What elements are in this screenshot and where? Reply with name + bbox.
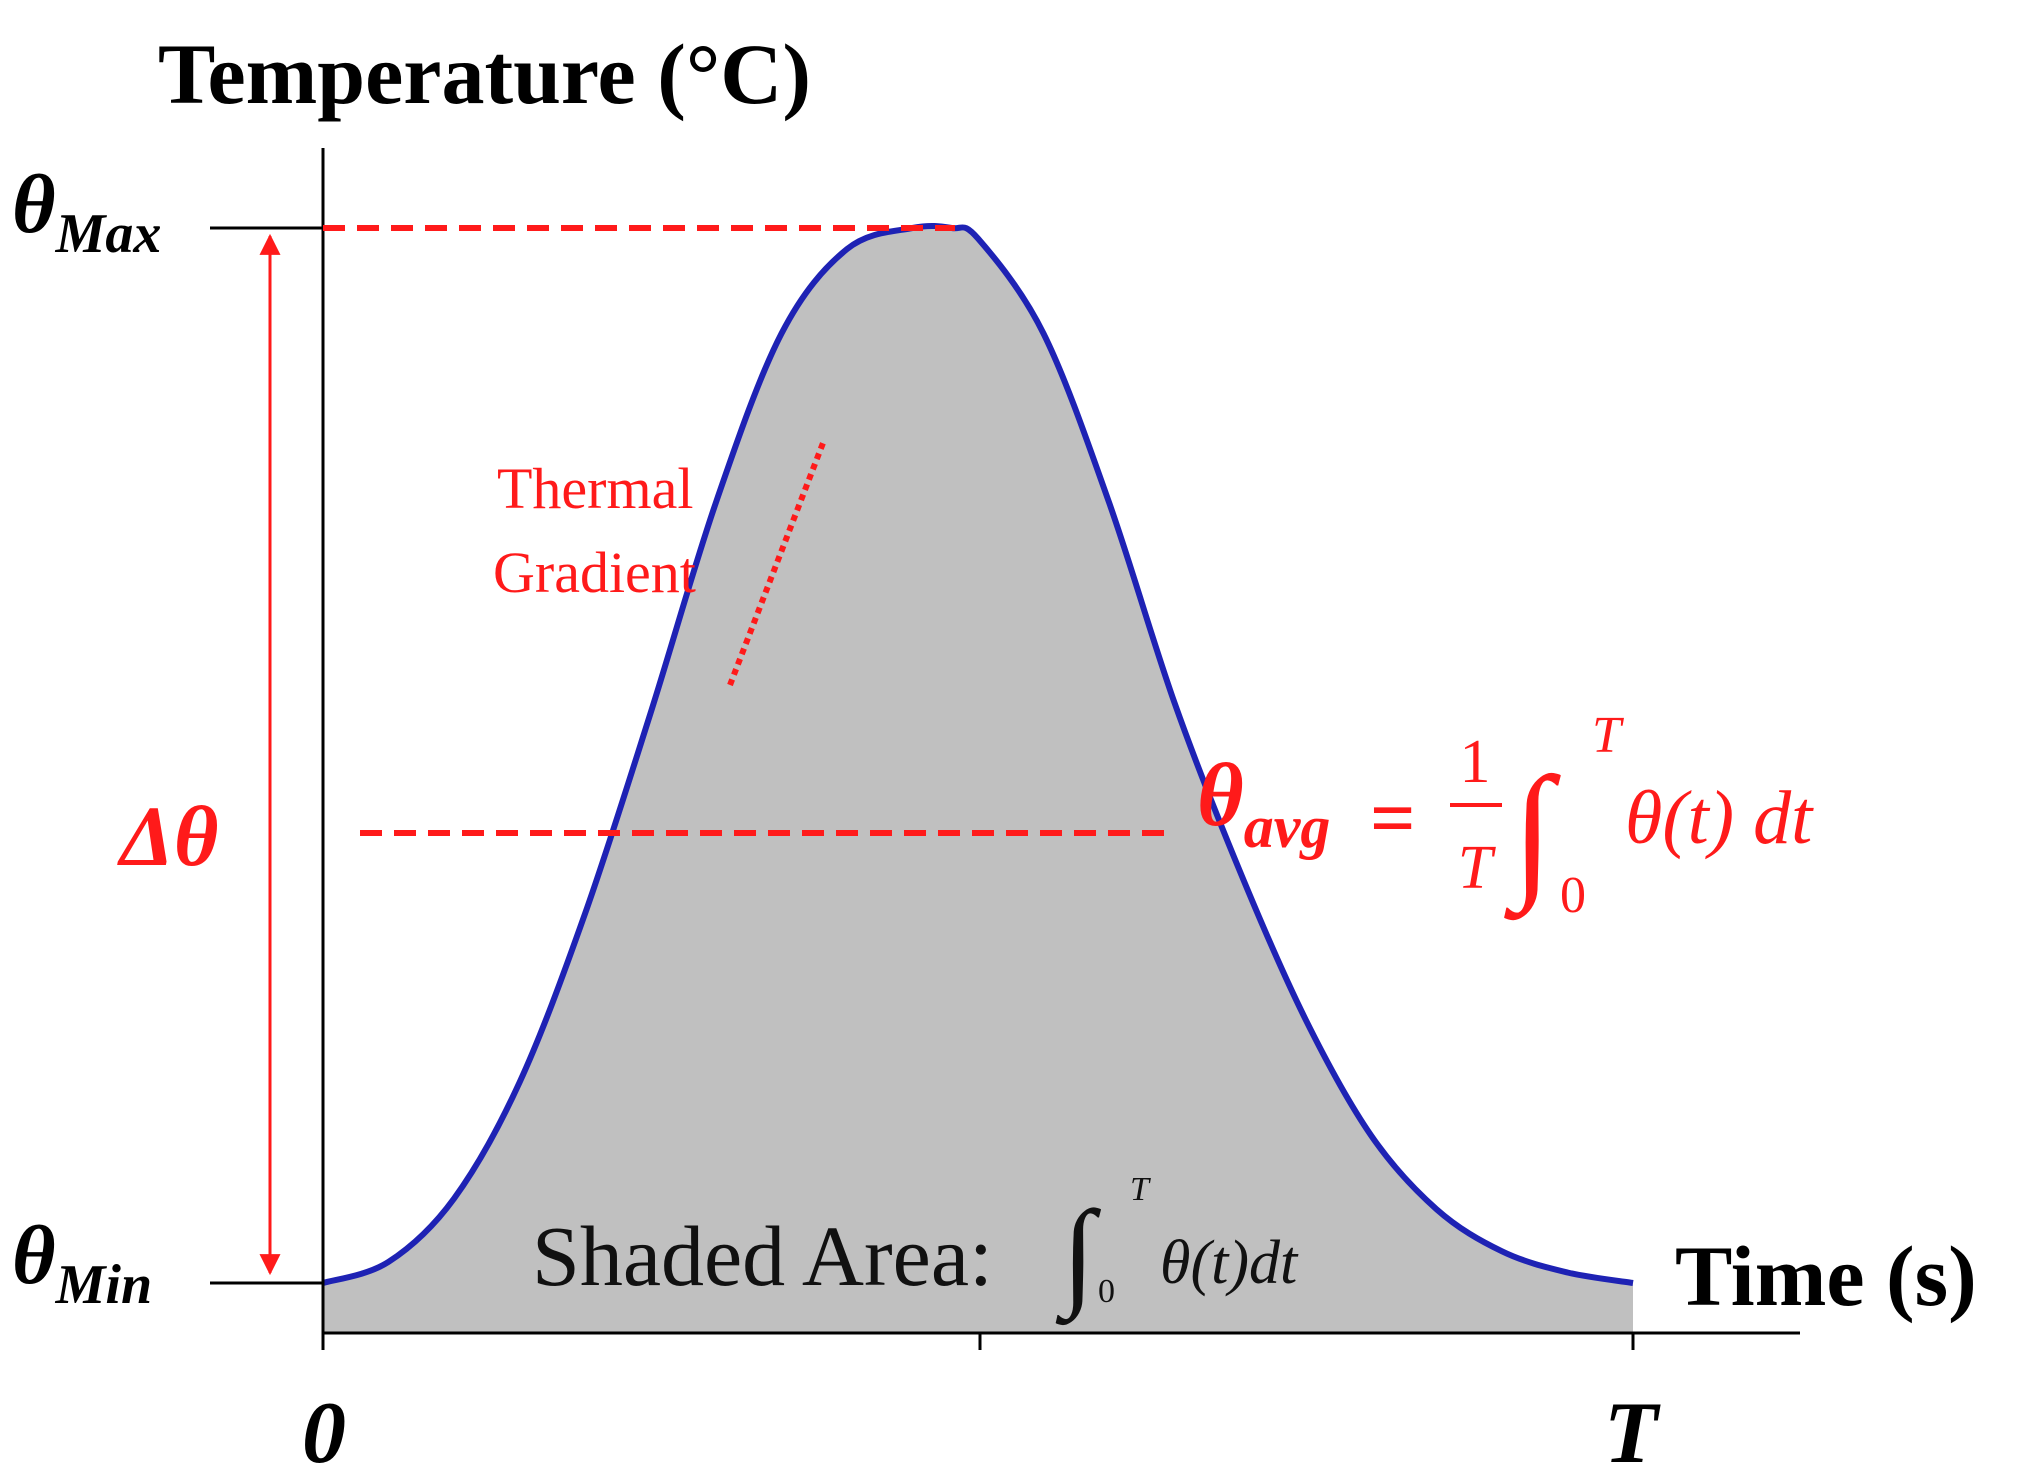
avg-integral-upper: T [1592, 707, 1624, 764]
temperature-curve [322, 222, 1634, 1286]
y-max-symbol: θ [12, 158, 56, 251]
y-min-label: θMin [12, 1209, 152, 1316]
y-max-subscript: Max [55, 203, 162, 265]
avg-integral-sign: ∫ [1504, 747, 1561, 921]
avg-symbol: θ [1197, 746, 1244, 845]
avg-formula: θavg = 1 T ∫ T 0 θ(t) dt [1197, 707, 1814, 924]
y-max-label: θMax [12, 158, 161, 265]
x-axis-title: Time (s) [1675, 1228, 1977, 1324]
avg-formula-lhs: θavg [1197, 746, 1330, 860]
shaded-integral-sign: ∫ [1055, 1186, 1102, 1326]
shaded-area-label: Shaded Area: [532, 1208, 993, 1304]
avg-frac-denominator: T [1458, 834, 1497, 902]
shaded-area-formula: Shaded Area: ∫ T 0 θ(t)dt [532, 1171, 1299, 1326]
y-axis-title: Temperature (°C) [158, 26, 811, 122]
gradient-label-line1: Thermal [497, 456, 693, 521]
y-min-symbol: θ [12, 1209, 56, 1302]
avg-equals: = [1370, 775, 1416, 863]
avg-integrand: θ(t) dt [1625, 776, 1814, 860]
shaded-integral-lower: 0 [1098, 1273, 1115, 1310]
shaded-area [323, 225, 1633, 1333]
avg-frac-numerator: 1 [1460, 728, 1491, 796]
avg-subscript: avg [1244, 794, 1331, 860]
shaded-integral-upper: T [1130, 1171, 1151, 1208]
shaded-integrand: θ(t)dt [1160, 1229, 1299, 1297]
gradient-label-line2: Gradient [493, 540, 696, 605]
delta-theta-label: Δθ [117, 788, 219, 884]
x-tick-label-end: T [1604, 1385, 1661, 1479]
y-min-subscript: Min [55, 1254, 153, 1316]
avg-integral-lower: 0 [1560, 867, 1586, 924]
x-tick-label-start: 0 [302, 1385, 346, 1479]
